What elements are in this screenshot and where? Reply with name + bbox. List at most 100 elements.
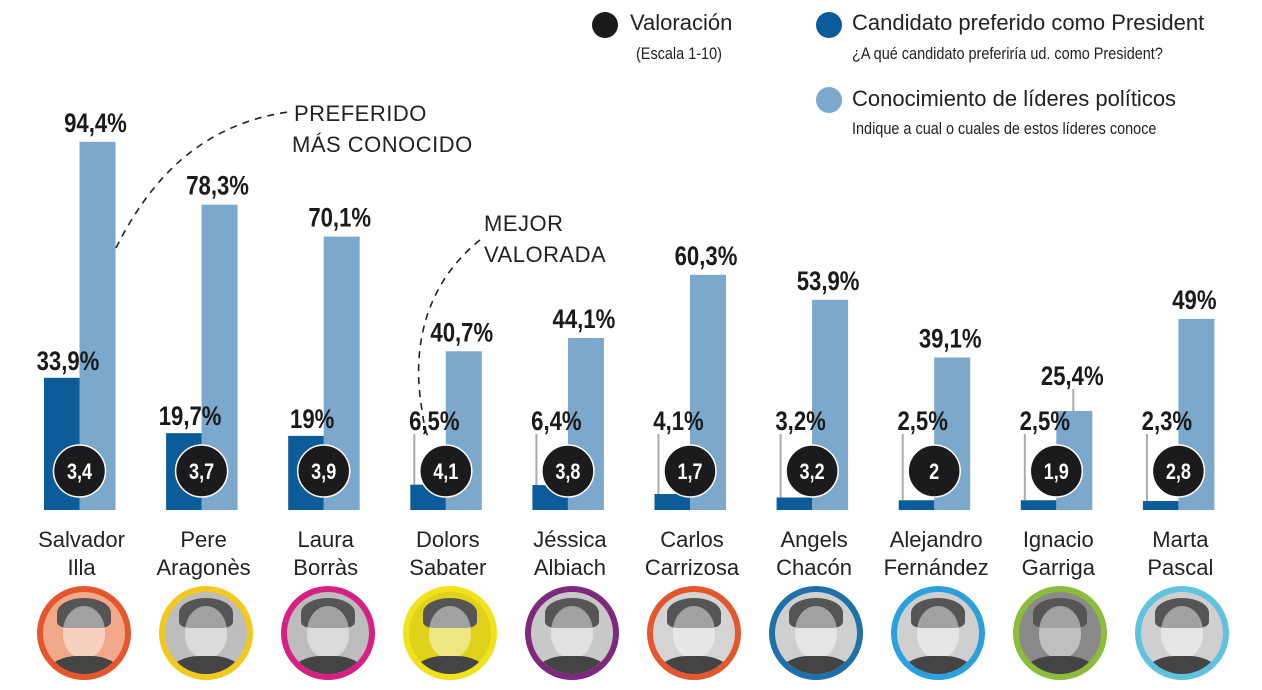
valoracion-label: 1,9 [1044, 460, 1069, 484]
photo-face-shape [184, 606, 227, 658]
candidate-last-name: Borràs [293, 555, 359, 580]
bar-preferido [1020, 500, 1057, 510]
candidate-last-name: Illa [67, 555, 96, 580]
valoracion-circle [907, 444, 961, 498]
bar-preferido [654, 494, 690, 510]
label-preferido: 2,3% [1142, 407, 1192, 437]
bar-group: 2,5% 25,4% 1,9 [1020, 362, 1104, 510]
candidate-last-name: Chacón [776, 555, 853, 580]
label-conocimiento: 44,1% [553, 305, 616, 335]
photo-body-shape [659, 656, 729, 674]
photo-body-shape [292, 656, 363, 674]
bar-group: 6,4% 44,1% 3,8 [531, 305, 615, 510]
label-conocimiento: 40,7% [430, 318, 493, 348]
candidate-last-name: Fernández [883, 555, 989, 580]
legend-conocimiento-subtitle: Indique a cual o cuales de estos líderes… [852, 119, 1157, 138]
photo-hair-shape [300, 598, 355, 628]
valoracion-circle [52, 444, 107, 498]
photo-body-shape [170, 656, 241, 674]
valoracion-label: 2,8 [1166, 460, 1191, 484]
valoracion-label: 3,4 [67, 460, 93, 484]
annotation-preferido-line1: PREFERIDO [294, 101, 427, 126]
label-conocimiento: 49% [1172, 286, 1216, 316]
label-preferido: 19,7% [159, 402, 222, 432]
candidate-first-name: Jéssica [533, 527, 607, 552]
candidate-name: Ignacio Garriga [997, 526, 1119, 582]
candidate-last-name: Sabater [409, 555, 487, 580]
annotation-lines [115, 111, 481, 441]
bar-preferido [1142, 501, 1179, 510]
legend-valoracion-dot [592, 12, 618, 38]
label-conocimiento: 70,1% [308, 204, 371, 234]
valoracion-label: 3,8 [555, 460, 580, 484]
candidate-photo [158, 586, 253, 680]
valoracion-circle [419, 444, 473, 498]
candidate-photo [36, 586, 131, 680]
photo-body-shape [414, 656, 485, 674]
photo-body-shape [781, 656, 852, 674]
photo-face-shape [917, 606, 960, 658]
candidate-last-name: Aragonès [156, 555, 251, 580]
legend-conocimiento-title: Conocimiento de líderes políticos [852, 86, 1177, 111]
label-preferido: 6,5% [409, 407, 459, 437]
bar-group: 33,9% 94,4% 3,4 [37, 109, 127, 510]
label-preferido: 4,1% [653, 407, 703, 437]
photo-face-shape [1161, 606, 1204, 658]
candidate-name: Angels Chacón [753, 526, 875, 582]
label-preferido: 3,2% [775, 407, 825, 437]
photo-body-shape [48, 656, 119, 674]
bar-group: 6,5% 40,7% 4,1 [409, 318, 493, 510]
label-preferido: 19% [290, 405, 334, 435]
annotation-line-valorada [417, 239, 481, 441]
candidate-name: Pere Aragonès [143, 526, 265, 582]
valoracion-circle [785, 444, 839, 498]
photo-hair-shape [422, 598, 477, 628]
valoracion-label: 2 [929, 460, 939, 484]
valoracion-circle [1029, 444, 1084, 498]
photo-face-shape [795, 606, 838, 658]
annotation-preferido: PREFERIDO MÁS CONOCIDO [292, 98, 473, 160]
candidate-name: Dolors Sabater [387, 526, 509, 582]
candidate-name: Alejandro Fernández [875, 526, 997, 582]
legend-valoracion-subtitle: (Escala 1-10) [636, 44, 722, 63]
label-conocimiento: 94,4% [64, 109, 127, 139]
candidate-first-name: Pere [180, 527, 227, 552]
legend-valoracion-title: Valoración [630, 10, 733, 35]
valoracion-label: 4,1 [433, 460, 458, 484]
legend-preferido-dot [816, 12, 842, 38]
candidate-first-name: Laura [297, 527, 354, 552]
valoracion-circle [663, 444, 717, 498]
candidate-photo [1013, 586, 1108, 680]
photo-face-shape [62, 606, 105, 658]
candidate-first-name: Dolors [416, 527, 480, 552]
photo-hair-shape [667, 598, 721, 628]
candidate-photo [1135, 586, 1230, 680]
candidate-photo [891, 586, 986, 680]
candidate-name: Laura Borràs [265, 526, 387, 582]
candidate-first-name: Salvador [38, 527, 125, 552]
annotation-line-preferido [115, 111, 289, 249]
annotation-valorada-line2: VALORADA [484, 242, 607, 267]
candidate-last-name: Carrizosa [644, 555, 740, 580]
legend-preferido-title: Candidato preferido como President [852, 10, 1205, 35]
legend-conocimiento-dot [816, 87, 842, 113]
candidate-photo [402, 586, 497, 680]
label-preferido: 2,5% [1020, 407, 1070, 437]
photo-hair-shape [789, 598, 844, 628]
candidate-name: Marta Pascal [1119, 526, 1241, 582]
legend-preferido-subtitle: ¿A qué candidato preferiría ud. como Pre… [852, 44, 1163, 63]
photo-hair-shape [56, 598, 111, 628]
candidate-name: Jéssica Albiach [509, 526, 631, 582]
annotation-preferido-line2: MÁS CONOCIDO [292, 132, 473, 157]
photo-body-shape [1147, 656, 1218, 674]
photo-hair-shape [544, 598, 599, 628]
photo-face-shape [428, 606, 471, 658]
bar-group: 4,1% 60,3% 1,7 [653, 242, 737, 510]
valoracion-circle [174, 444, 229, 498]
valoracion-label: 3,9 [311, 460, 336, 484]
bar-group: 2,5% 39,1% 2 [897, 325, 982, 510]
label-conocimiento: 78,3% [186, 172, 249, 202]
candidate-name: Salvador Illa [21, 526, 143, 582]
bar-group: 19% 70,1% 3,9 [288, 204, 371, 511]
